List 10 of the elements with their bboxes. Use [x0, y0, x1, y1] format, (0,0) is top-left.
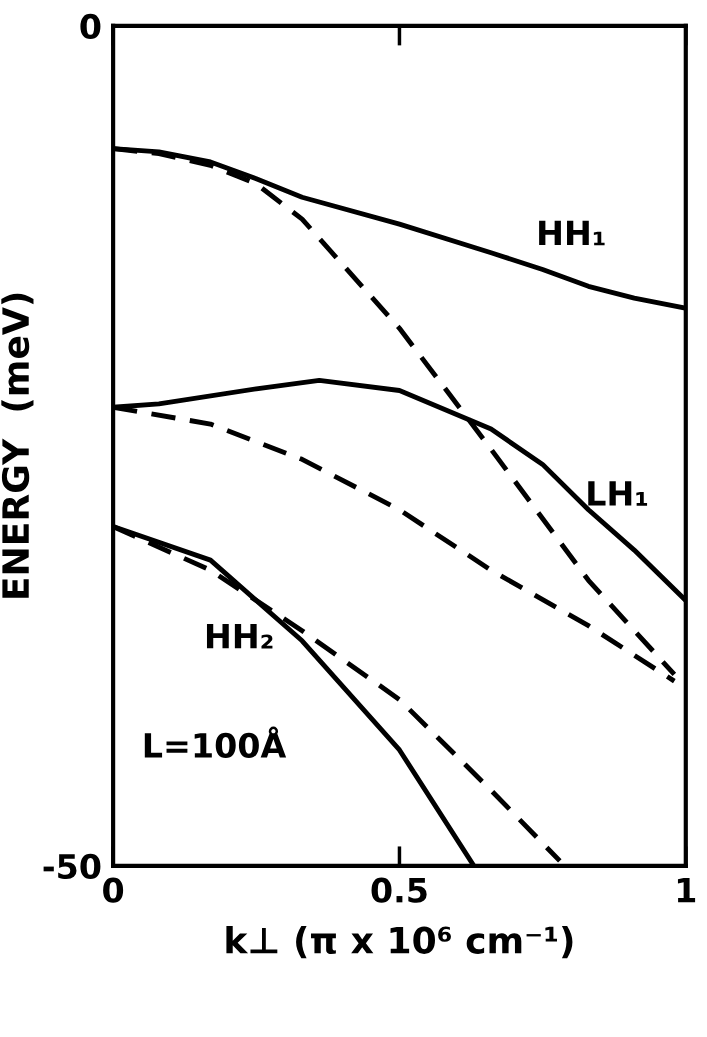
- annotation: LH₁: [588, 481, 648, 506]
- x-tick-label: 0.5: [371, 877, 427, 903]
- annotation: HH₁: [539, 220, 605, 246]
- x-tick-label: 0: [103, 877, 124, 903]
- y-axis-title: ENERGY (meV): [1, 293, 34, 598]
- y-tick-label: -50: [43, 853, 101, 880]
- annotation: HH₂: [206, 624, 273, 649]
- x-tick-label: 1: [677, 878, 696, 903]
- x-axis-title: k⊥ (π x 10⁶ cm⁻¹): [226, 925, 573, 959]
- annotation: L=100Å: [144, 726, 287, 758]
